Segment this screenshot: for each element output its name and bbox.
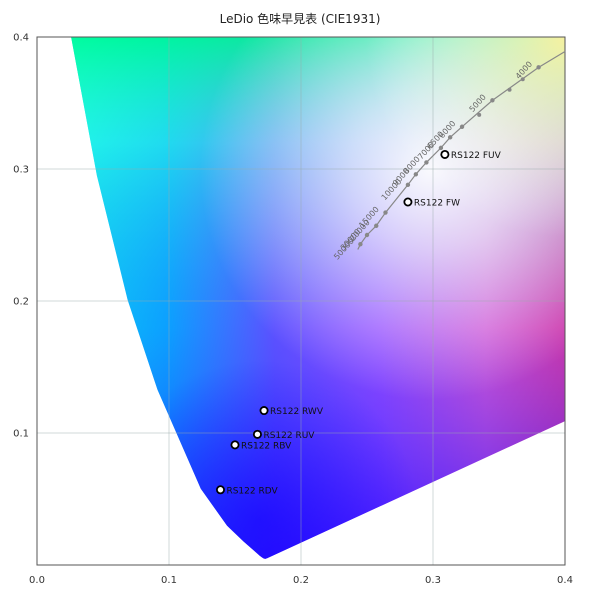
locus-marker [507, 87, 512, 92]
chart-title: LeDio 色味早見表 (CIE1931) [219, 12, 381, 26]
point-label: RS122 RWV [270, 407, 324, 417]
locus-marker [536, 65, 541, 70]
data-point: RS122 FUV [440, 149, 502, 161]
y-axis-ticks: 0.1 0.2 0.3 0.4 [13, 33, 29, 440]
locus-marker [364, 232, 370, 238]
locus-marker [438, 145, 444, 151]
point-label: RS122 FW [414, 199, 460, 209]
x-tick-label: 0.0 [29, 575, 45, 586]
point-marker [230, 440, 240, 450]
point-marker [440, 149, 450, 159]
point-marker [252, 429, 262, 439]
point-label: RS122 RBV [241, 441, 292, 451]
point-marker [259, 406, 269, 416]
plot-frame [36, 36, 566, 566]
x-axis-ticks: 0.0 0.1 0.2 0.3 0.4 [29, 575, 573, 586]
locus-marker [383, 210, 388, 215]
point-label: RS122 FUV [451, 151, 502, 161]
locus-marker [374, 223, 379, 228]
y-tick-label: 0.4 [13, 33, 29, 44]
locus-marker [358, 242, 363, 247]
data-point: RS122 RDV [215, 485, 279, 496]
locus-marker [520, 77, 525, 82]
data-point: RS122 RBV [230, 440, 292, 451]
x-tick-label: 0.2 [293, 575, 309, 586]
point-marker [403, 197, 413, 207]
locus-marker [413, 172, 419, 177]
point-label: RS122 RDV [226, 486, 278, 496]
data-point: RS122 FW [403, 197, 460, 209]
x-tick-label: 0.4 [557, 575, 573, 586]
data-point: RS122 RUV [252, 429, 315, 441]
point-label: RS122 RUV [263, 431, 315, 441]
y-tick-label: 0.3 [13, 165, 29, 176]
x-tick-label: 0.3 [425, 575, 441, 586]
locus-marker [424, 160, 429, 165]
point-marker [215, 485, 225, 495]
locus-marker [447, 135, 453, 140]
locus-marker [459, 124, 465, 129]
locus-marker [405, 182, 411, 188]
locus-marker [477, 112, 482, 117]
x-tick-label: 0.1 [161, 575, 177, 586]
data-point: RS122 RWV [259, 406, 324, 417]
y-tick-label: 0.1 [13, 429, 29, 440]
grid-lines [37, 37, 565, 565]
locus-marker [490, 98, 495, 103]
y-tick-label: 0.2 [13, 297, 29, 308]
